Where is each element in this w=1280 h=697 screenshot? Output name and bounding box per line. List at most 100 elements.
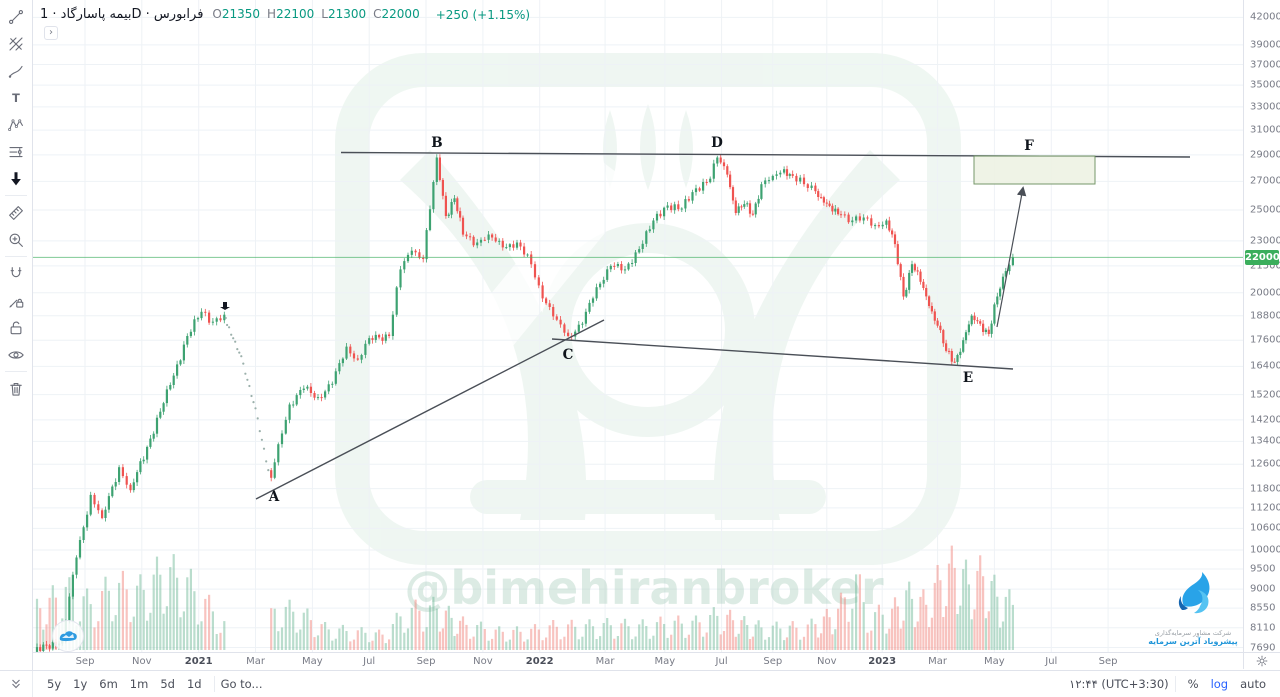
price-tick: 39000: [1250, 39, 1280, 51]
range-1d-button[interactable]: 1d: [181, 674, 208, 694]
time-tick: 2023: [868, 656, 897, 667]
symbol-legend: بیمه پاسارگاد · 1D · فرابورس O21350 H2210…: [40, 7, 530, 22]
time-tick: Mar: [595, 656, 615, 667]
auto-scale-button[interactable]: auto: [1234, 674, 1272, 694]
tool-forecast-position-button[interactable]: [0, 138, 32, 165]
price-tick: 11800: [1250, 483, 1280, 495]
tool-drawing-sync-lock-button[interactable]: [0, 287, 32, 314]
price-tick: 20000: [1250, 287, 1280, 299]
zoom-in-icon: [9, 233, 23, 247]
blue-flame-logo-icon: [1178, 572, 1210, 614]
gear-icon[interactable]: [1256, 655, 1268, 667]
tool-gann-fibonacci-button[interactable]: [0, 30, 32, 57]
range-5d-button[interactable]: 5d: [154, 674, 181, 694]
wave-label-A: A: [268, 489, 280, 505]
price-tick: 11200: [1250, 502, 1280, 514]
price-tick: 14200: [1250, 414, 1280, 426]
range-1y-button[interactable]: 1y: [67, 674, 93, 694]
tool-lock-all-drawings-button[interactable]: [0, 314, 32, 341]
collapse-toolbar-button[interactable]: [0, 671, 33, 697]
hide-all-drawings-icon: [8, 350, 24, 359]
broker-name-line2: پیشروباد آترین سرمایه: [1148, 637, 1238, 646]
time-tick: Nov: [473, 656, 493, 667]
measure-icon: [9, 205, 23, 220]
ohlc-L: L21300: [321, 7, 367, 21]
divider: [5, 195, 27, 196]
chart-pane[interactable]: @bimehiranbroker A B C D E F: [33, 0, 1243, 652]
price-tick: 31000: [1250, 124, 1280, 136]
broker-badge: [52, 620, 84, 652]
price-tick: 23000: [1250, 235, 1280, 247]
xabcd-pattern-icon: [8, 118, 23, 131]
wave-label-D: D: [711, 135, 723, 151]
time-tick: Jul: [1045, 656, 1058, 667]
down-arrow-marker: [220, 302, 230, 310]
closed-market-dots: [224, 316, 270, 472]
time-tick: 2021: [184, 656, 213, 667]
ohlc-O: O21350: [212, 7, 261, 21]
wave-label-E: E: [963, 370, 973, 386]
arrow-marker-icon: [11, 171, 21, 185]
candlestick-chart[interactable]: @bimehiranbroker A B C D E F: [33, 0, 1243, 652]
divider: [213, 676, 215, 692]
volume-bars: [35, 545, 1014, 650]
price-tick: 9500: [1250, 563, 1276, 575]
svg-text:T: T: [12, 91, 20, 104]
go-to-date-button[interactable]: Go to...: [220, 677, 263, 691]
tool-measure-button[interactable]: [0, 199, 32, 226]
log-scale-button[interactable]: log: [1205, 674, 1235, 694]
tool-brush-button[interactable]: [0, 57, 32, 84]
legend-expand-button[interactable]: ›: [44, 26, 58, 40]
wave-label-F: F: [1024, 138, 1034, 154]
tool-magnet-button[interactable]: [0, 260, 32, 287]
price-tick: 35000: [1250, 79, 1280, 91]
gann-fibonacci-icon: [9, 36, 23, 51]
price-tick: 27000: [1250, 175, 1280, 187]
tool-remove-all-drawings-button[interactable]: [0, 375, 32, 402]
percent-scale-button[interactable]: %: [1182, 674, 1205, 694]
tool-hide-all-drawings-button[interactable]: [0, 341, 32, 368]
time-tick: Nov: [132, 656, 152, 667]
axis-settings-corner[interactable]: [1243, 652, 1280, 669]
divider: [5, 371, 27, 372]
price-axis[interactable]: 22000 42000 39000 37000 35000 33000 31000 2900…: [1243, 0, 1280, 653]
ohlc-C: C22000: [373, 7, 420, 21]
tool-arrow-marker-button[interactable]: [0, 165, 32, 192]
tool-text-button[interactable]: T: [0, 84, 32, 111]
last-price-tag: 22000: [1245, 249, 1280, 265]
tool-zoom-in-button[interactable]: [0, 226, 32, 253]
range-6m-button[interactable]: 6m: [93, 674, 124, 694]
price-tick: 10600: [1250, 522, 1280, 534]
trendline-support-A-C: [255, 319, 605, 500]
tool-xabcd-pattern-button[interactable]: [0, 111, 32, 138]
symbol-title[interactable]: بیمه پاسارگاد · 1D · فرابورس: [40, 7, 204, 22]
range-1m-button[interactable]: 1m: [124, 674, 155, 694]
price-tick: 33000: [1250, 101, 1280, 113]
projection-arrow: [996, 186, 1027, 328]
wave-label-B: B: [431, 135, 442, 151]
ohlc-values: O21350 H22100 L21300 C22000: [212, 7, 426, 22]
time-tick: Sep: [763, 656, 783, 667]
time-tick: Jul: [715, 656, 728, 667]
price-tick: 12600: [1250, 458, 1280, 470]
price-tick: 18800: [1250, 310, 1280, 322]
time-tick: May: [654, 656, 676, 667]
price-tick: 9000: [1250, 583, 1276, 595]
double-chevron-down-icon: [12, 679, 20, 689]
target-box: [973, 155, 1096, 185]
tool-trend-line-button[interactable]: [0, 3, 32, 30]
price-tick: 7690: [1250, 642, 1276, 653]
trendline-support-C-E: [551, 338, 1014, 370]
drawing-toolbar: T: [0, 0, 33, 670]
candles: [35, 154, 1014, 652]
clock-timezone[interactable]: ۱۲:۴۴ (UTC+3:30): [1069, 677, 1169, 691]
price-tick: 10000: [1250, 544, 1280, 556]
range-5y-button[interactable]: 5y: [41, 674, 67, 694]
drawing-sync-lock-icon: [9, 298, 24, 308]
date-range-buttons: 5y 1y 6m 1m 5d 1d: [41, 674, 208, 694]
time-axis[interactable]: Sep Nov 2021 Mar May Jul Sep Nov 2022 Mar May Jul Se…: [33, 652, 1243, 669]
axis-controls: ۱۲:۴۴ (UTC+3:30) % log auto: [1069, 674, 1272, 694]
price-change: +250 (+1.15%): [435, 7, 531, 22]
time-tick: May: [302, 656, 323, 667]
